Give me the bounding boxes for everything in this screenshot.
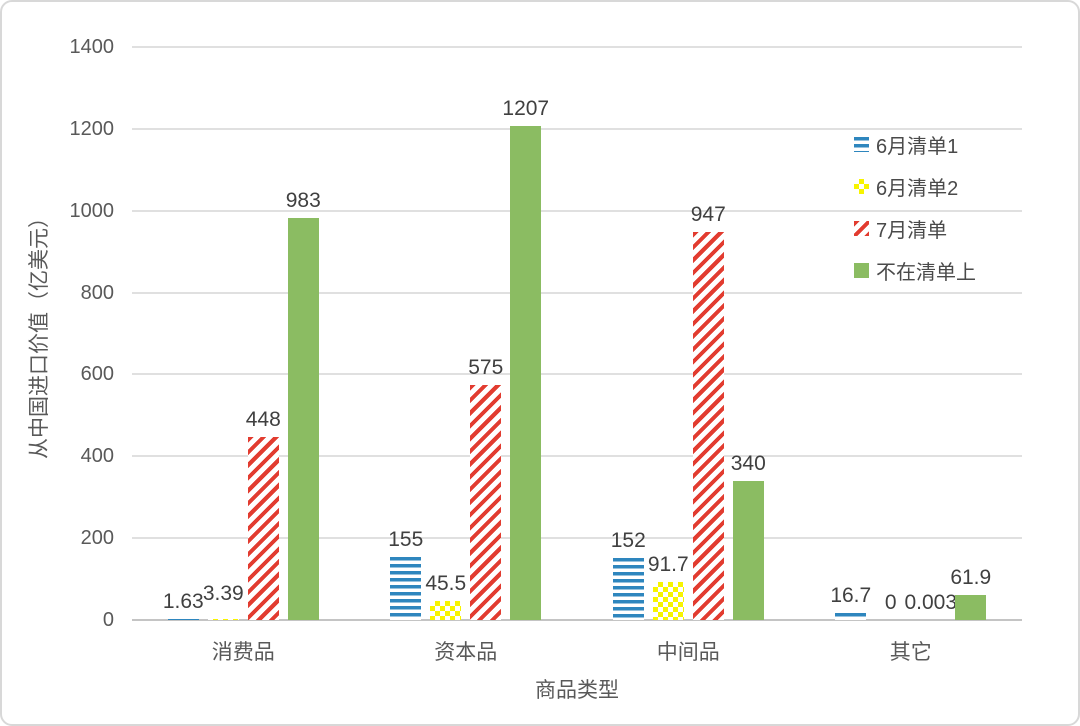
- x-category-label: 其它: [889, 641, 932, 664]
- bar-value-label: 91.7: [647, 553, 689, 577]
- bar-value-label: 947: [690, 203, 726, 227]
- y-tick-label: 1000: [69, 199, 115, 222]
- bar-6月清单2-消费品: [207, 618, 239, 620]
- gridline: [132, 127, 1022, 130]
- gridline: [132, 209, 1022, 212]
- y-tick-label: 600: [80, 363, 114, 386]
- y-tick-label: 1400: [69, 36, 115, 58]
- gridline: [132, 291, 1022, 294]
- bar-6月清单1-资本品: [390, 556, 422, 620]
- bar-6月清单1-中间品: [612, 557, 644, 620]
- bar-value-label: 575: [468, 355, 504, 379]
- legend: 6月清单1 6月清单2 7月清单不在清单上: [854, 129, 976, 285]
- bar-value-label: 0.003: [904, 590, 958, 614]
- gridline: [132, 455, 1022, 458]
- legend-item-label: 不在清单上: [876, 261, 976, 284]
- bar-6月清单1-其它: [835, 613, 867, 620]
- bar-6月清单2-资本品: [430, 601, 462, 620]
- bar-value-label: 448: [245, 407, 281, 431]
- bar-value-label: 983: [285, 188, 321, 212]
- bar-6月清单2-中间品: [652, 582, 684, 620]
- bar-不在清单上-资本品: [510, 125, 542, 620]
- legend-item-label: 7月清单: [876, 219, 948, 242]
- y-tick-label: 800: [80, 281, 114, 304]
- bar-value-label: 1207: [502, 96, 550, 120]
- bar-7月清单-中间品: [692, 232, 724, 620]
- y-tick-label: 1200: [69, 117, 115, 140]
- x-axis-line: [132, 619, 1022, 621]
- bar-value-label: 3.39: [202, 582, 244, 606]
- bar-不在清单上-其它: [955, 594, 987, 620]
- bar-value-label: 16.7: [830, 584, 872, 608]
- bar-不在清单上-中间品: [732, 480, 764, 620]
- legend-item: 不在清单上: [854, 255, 976, 285]
- x-axis-title: 商品类型: [535, 679, 619, 702]
- gridline: [132, 46, 1022, 48]
- legend-swatch-checkerboard-icon: [854, 178, 869, 194]
- legend-item: 7月清单: [854, 213, 976, 243]
- bar-value-label: 0: [884, 591, 897, 614]
- legend-item-label: 6月清单1: [876, 135, 959, 158]
- y-tick-label: 400: [80, 445, 114, 468]
- bar-value-label: 340: [730, 451, 766, 475]
- gridline: [132, 537, 1022, 540]
- x-category-label: 中间品: [656, 641, 720, 664]
- legend-swatch-diagonal-stripes-icon: [854, 220, 869, 236]
- x-category-label: 资本品: [434, 641, 498, 664]
- bar-不在清单上-消费品: [287, 217, 319, 620]
- y-tick-label: 0: [102, 609, 114, 631]
- gridline: [132, 373, 1022, 376]
- bar-value-label: 1.63: [162, 590, 204, 614]
- y-tick-label: 200: [80, 527, 114, 550]
- legend-swatch-solid-icon: [854, 262, 869, 278]
- bar-value-label: 61.9: [950, 565, 992, 589]
- legend-swatch-horizontal-stripes-icon: [854, 136, 869, 152]
- bar-value-label: 155: [388, 527, 424, 551]
- legend-item: 6月清单2: [854, 171, 976, 201]
- legend-item: 6月清单1: [854, 129, 976, 159]
- bar-6月清单1-消费品: [167, 619, 199, 620]
- bar-7月清单-资本品: [470, 384, 502, 620]
- x-category-label: 消费品: [211, 641, 275, 664]
- y-axis-title: 从中国进口价值（亿美元）: [28, 207, 51, 459]
- bar-7月清单-消费品: [247, 436, 279, 620]
- bar-value-label: 152: [610, 528, 646, 552]
- legend-item-label: 6月清单2: [876, 177, 959, 200]
- bar-value-label: 45.5: [425, 572, 467, 596]
